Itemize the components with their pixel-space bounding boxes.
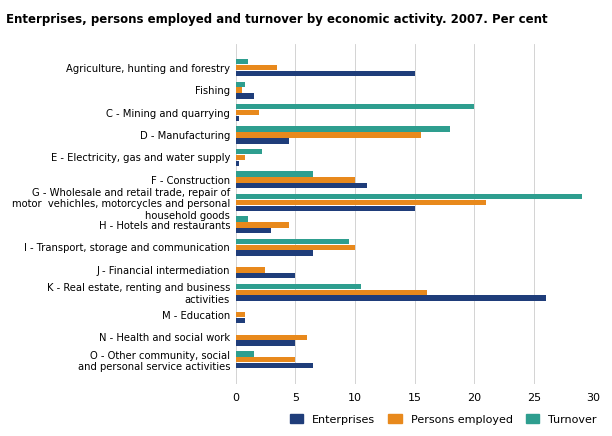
Bar xyxy=(236,194,581,199)
Legend: Enterprises, Persons employed, Turnover: Enterprises, Persons employed, Turnover xyxy=(285,410,601,429)
Bar xyxy=(236,183,367,188)
Text: Enterprises, persons employed and turnover by economic activity. 2007. Per cent: Enterprises, persons employed and turnov… xyxy=(6,13,548,26)
Bar xyxy=(236,228,272,233)
Bar xyxy=(236,351,253,357)
Bar xyxy=(236,87,242,93)
Bar xyxy=(236,284,361,289)
Bar xyxy=(236,273,296,278)
Bar xyxy=(236,155,245,160)
Bar xyxy=(236,267,266,272)
Bar xyxy=(236,357,296,362)
Bar xyxy=(236,82,245,87)
Bar xyxy=(236,132,420,138)
Bar xyxy=(236,216,247,222)
Bar xyxy=(236,251,313,256)
Bar xyxy=(236,334,307,340)
Bar xyxy=(236,222,289,228)
Bar xyxy=(236,363,313,368)
Bar xyxy=(236,138,289,143)
Bar xyxy=(236,312,245,317)
Bar xyxy=(236,171,313,177)
Bar xyxy=(236,104,474,109)
Bar xyxy=(236,341,296,346)
Bar xyxy=(236,239,349,244)
Bar xyxy=(236,126,450,132)
Bar xyxy=(236,65,277,70)
Bar xyxy=(236,245,355,250)
Bar xyxy=(236,296,546,301)
Bar xyxy=(236,177,355,183)
Bar xyxy=(236,160,239,166)
Bar xyxy=(236,71,415,76)
Bar xyxy=(236,93,253,99)
Bar xyxy=(236,110,259,115)
Bar xyxy=(236,200,486,205)
Bar xyxy=(236,318,245,323)
Bar xyxy=(236,149,262,154)
Bar xyxy=(236,205,415,211)
Bar xyxy=(236,290,427,295)
Bar xyxy=(236,59,247,65)
Bar xyxy=(236,116,239,121)
